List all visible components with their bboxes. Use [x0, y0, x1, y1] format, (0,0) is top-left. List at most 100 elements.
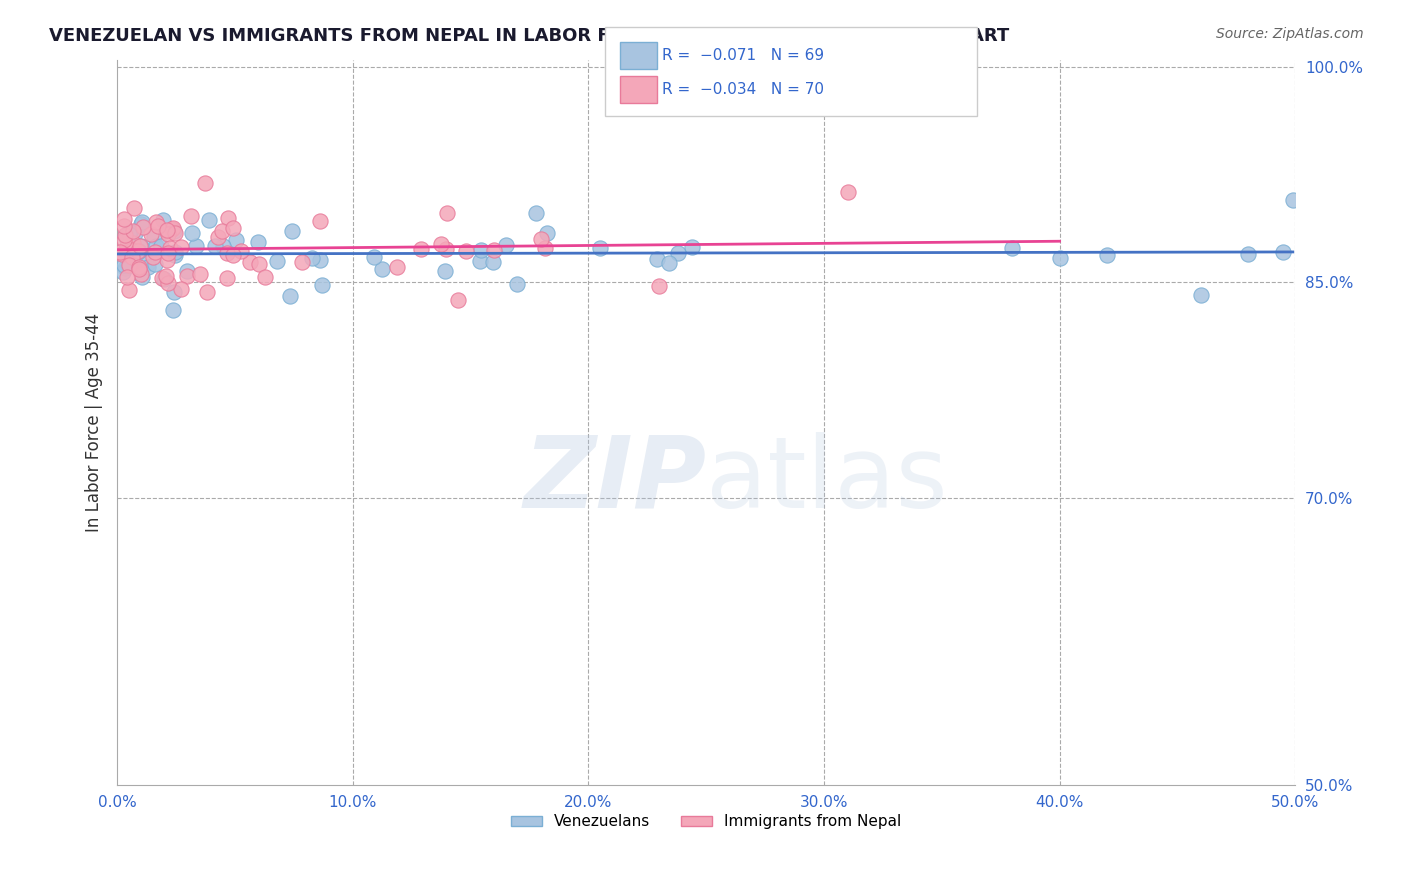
- Point: [222, 221, 245, 235]
- Point: [131, 270, 153, 285]
- Point: [117, 258, 139, 272]
- Point: [225, 233, 247, 247]
- Point: [118, 283, 141, 297]
- Point: [176, 264, 198, 278]
- Point: [1001, 241, 1024, 255]
- Point: [482, 244, 505, 258]
- Point: [112, 212, 135, 227]
- Point: [157, 227, 180, 242]
- Point: [131, 239, 153, 253]
- Point: [468, 253, 491, 268]
- Point: [128, 244, 150, 259]
- Point: [128, 260, 150, 274]
- Point: [253, 269, 276, 284]
- Point: [371, 261, 394, 276]
- Point: [411, 242, 433, 256]
- Point: [152, 212, 174, 227]
- Point: [648, 279, 671, 293]
- Point: [150, 271, 173, 285]
- Point: [186, 239, 208, 253]
- Point: [156, 223, 179, 237]
- Text: Source: ZipAtlas.com: Source: ZipAtlas.com: [1216, 27, 1364, 41]
- Text: ZIP: ZIP: [523, 432, 706, 529]
- Text: VENEZUELAN VS IMMIGRANTS FROM NEPAL IN LABOR FORCE | AGE 35-44 CORRELATION CHART: VENEZUELAN VS IMMIGRANTS FROM NEPAL IN L…: [49, 27, 1010, 45]
- Point: [121, 235, 143, 250]
- Point: [121, 243, 143, 257]
- Point: [170, 282, 193, 296]
- Point: [122, 251, 145, 265]
- Point: [114, 228, 136, 243]
- Point: [163, 224, 186, 238]
- Point: [176, 268, 198, 283]
- Point: [645, 252, 668, 266]
- Point: [180, 227, 202, 241]
- Point: [447, 293, 470, 307]
- Point: [308, 213, 330, 227]
- Point: [138, 256, 160, 270]
- Point: [434, 242, 457, 256]
- Point: [589, 241, 612, 255]
- Point: [129, 267, 152, 281]
- Point: [117, 258, 139, 272]
- Text: R =  −0.071   N = 69: R = −0.071 N = 69: [662, 48, 824, 62]
- Point: [188, 268, 211, 282]
- Point: [681, 240, 703, 254]
- Point: [1189, 288, 1212, 302]
- Point: [114, 261, 136, 276]
- Point: [165, 248, 187, 262]
- Point: [162, 221, 184, 235]
- Point: [169, 240, 191, 254]
- Point: [249, 257, 271, 271]
- Point: [666, 246, 689, 260]
- Point: [112, 233, 135, 247]
- Point: [506, 277, 529, 291]
- Point: [142, 229, 165, 244]
- Point: [180, 210, 202, 224]
- Point: [156, 246, 179, 260]
- Point: [291, 255, 314, 269]
- Point: [127, 244, 149, 259]
- Point: [1272, 245, 1295, 260]
- Point: [141, 227, 163, 241]
- Point: [160, 222, 183, 236]
- Point: [1049, 251, 1071, 265]
- Point: [530, 232, 553, 246]
- Point: [156, 224, 179, 238]
- Point: [195, 285, 218, 300]
- Point: [470, 243, 492, 257]
- Point: [128, 262, 150, 277]
- Point: [212, 239, 235, 253]
- Point: [239, 255, 262, 269]
- Point: [145, 215, 167, 229]
- Point: [114, 228, 136, 243]
- Point: [278, 289, 301, 303]
- Point: [131, 217, 153, 231]
- Point: [112, 258, 135, 272]
- Point: [162, 303, 184, 318]
- Point: [110, 245, 132, 260]
- Point: [121, 252, 143, 267]
- Point: [157, 277, 180, 291]
- Point: [204, 239, 226, 253]
- Point: [246, 235, 269, 250]
- Point: [1281, 194, 1303, 208]
- Point: [309, 253, 332, 268]
- Point: [136, 260, 159, 275]
- Point: [536, 226, 558, 240]
- Point: [430, 237, 453, 252]
- Point: [122, 257, 145, 271]
- Point: [121, 255, 143, 269]
- Y-axis label: In Labor Force | Age 35-44: In Labor Force | Age 35-44: [86, 313, 103, 532]
- Point: [146, 219, 169, 234]
- Point: [385, 260, 408, 275]
- Point: [231, 244, 253, 259]
- Point: [156, 252, 179, 267]
- Point: [658, 255, 681, 269]
- Text: R =  −0.034   N = 70: R = −0.034 N = 70: [662, 82, 824, 96]
- Point: [128, 238, 150, 252]
- Point: [124, 247, 146, 261]
- Point: [211, 224, 233, 238]
- Point: [124, 226, 146, 240]
- Point: [524, 206, 547, 220]
- Point: [534, 241, 557, 255]
